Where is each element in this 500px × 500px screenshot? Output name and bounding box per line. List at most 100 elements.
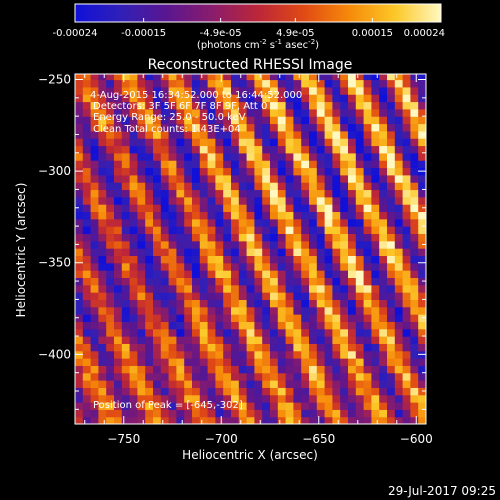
heatmap-cell bbox=[286, 299, 294, 307]
heatmap-cell bbox=[332, 182, 340, 190]
heatmap-cell bbox=[161, 343, 169, 351]
heatmap-cell bbox=[106, 233, 114, 241]
heatmap-cell bbox=[184, 233, 192, 241]
heatmap-cell bbox=[208, 226, 216, 234]
heatmap-cell bbox=[176, 277, 184, 285]
heatmap-cell bbox=[83, 101, 91, 109]
heatmap-cell bbox=[262, 138, 270, 146]
heatmap-cell bbox=[106, 189, 114, 197]
heatmap-cell bbox=[254, 270, 262, 278]
heatmap-cell bbox=[301, 241, 309, 249]
heatmap-cell bbox=[83, 358, 91, 366]
heatmap-cell bbox=[395, 277, 403, 285]
heatmap-cell bbox=[200, 72, 208, 80]
heatmap-cell bbox=[348, 387, 356, 395]
heatmap-cell bbox=[325, 175, 333, 183]
heatmap-cell bbox=[317, 204, 325, 212]
heatmap-cell bbox=[184, 189, 192, 197]
heatmap-cell bbox=[387, 270, 395, 278]
heatmap-cell bbox=[169, 204, 177, 212]
heatmap-cell bbox=[98, 299, 106, 307]
heatmap-cell bbox=[184, 219, 192, 227]
heatmap-cell bbox=[83, 145, 91, 153]
heatmap-cell bbox=[75, 299, 83, 307]
heatmap-cell bbox=[91, 248, 99, 256]
heatmap-cell bbox=[106, 153, 114, 161]
heatmap-cell bbox=[98, 329, 106, 337]
heatmap-cell bbox=[348, 263, 356, 271]
heatmap-cell bbox=[332, 219, 340, 227]
heatmap-cell bbox=[403, 175, 411, 183]
heatmap-cell bbox=[340, 365, 348, 373]
heatmap-cell bbox=[410, 299, 418, 307]
heatmap-cell bbox=[270, 189, 278, 197]
heatmap-cell bbox=[208, 270, 216, 278]
heatmap-cell bbox=[98, 175, 106, 183]
heatmap-cell bbox=[395, 417, 403, 425]
heatmap-cell bbox=[184, 351, 192, 359]
heatmap-cell bbox=[91, 226, 99, 234]
heatmap-cell bbox=[192, 80, 200, 88]
heatmap-cell bbox=[223, 373, 231, 381]
heatmap-cell bbox=[278, 255, 286, 263]
heatmap-cell bbox=[215, 307, 223, 315]
heatmap-cell bbox=[208, 351, 216, 359]
heatmap-cell bbox=[192, 138, 200, 146]
heatmap-cell bbox=[340, 241, 348, 249]
heatmap-cell bbox=[254, 138, 262, 146]
heatmap-cell bbox=[387, 72, 395, 80]
heatmap-cell bbox=[208, 343, 216, 351]
heatmap-cell bbox=[410, 307, 418, 315]
heatmap-cell bbox=[91, 182, 99, 190]
heatmap-cell bbox=[215, 226, 223, 234]
heatmap-cell bbox=[215, 211, 223, 219]
heatmap-cell bbox=[332, 329, 340, 337]
heatmap-cell bbox=[247, 336, 255, 344]
heatmap-cell bbox=[309, 395, 317, 403]
heatmap-cell bbox=[215, 80, 223, 88]
heatmap-cell bbox=[254, 336, 262, 344]
heatmap-cell bbox=[403, 189, 411, 197]
heatmap-cell bbox=[309, 299, 317, 307]
heatmap-cell bbox=[278, 233, 286, 241]
heatmap-cell bbox=[278, 336, 286, 344]
heatmap-cell bbox=[278, 270, 286, 278]
heatmap-cell bbox=[332, 307, 340, 315]
heatmap-cell bbox=[145, 285, 153, 293]
heatmap-cell bbox=[364, 219, 372, 227]
heatmap-cell bbox=[371, 277, 379, 285]
heatmap-cell bbox=[278, 402, 286, 410]
heatmap-cell bbox=[286, 402, 294, 410]
heatmap-cell bbox=[161, 307, 169, 315]
heatmap-cell bbox=[395, 263, 403, 271]
heatmap-cell bbox=[325, 365, 333, 373]
heatmap-cell bbox=[239, 189, 247, 197]
heatmap-cell bbox=[83, 321, 91, 329]
heatmap-cell bbox=[270, 72, 278, 80]
heatmap-cell bbox=[137, 373, 145, 381]
heatmap-cell bbox=[325, 153, 333, 161]
heatmap-cell bbox=[137, 145, 145, 153]
heatmap-cell bbox=[348, 80, 356, 88]
heatmap-cell bbox=[91, 219, 99, 227]
heatmap-cell bbox=[364, 248, 372, 256]
heatmap-cell bbox=[247, 387, 255, 395]
heatmap-cell bbox=[145, 343, 153, 351]
heatmap-cell bbox=[208, 248, 216, 256]
heatmap-cell bbox=[270, 329, 278, 337]
heatmap-cell bbox=[418, 116, 426, 124]
heatmap-cell bbox=[317, 160, 325, 168]
heatmap-cell bbox=[293, 80, 301, 88]
heatmap-cell bbox=[340, 336, 348, 344]
heatmap-cell bbox=[348, 409, 356, 417]
heatmap-cell bbox=[114, 307, 122, 315]
heatmap-cell bbox=[410, 233, 418, 241]
heatmap-cell bbox=[371, 138, 379, 146]
heatmap-cell bbox=[278, 138, 286, 146]
x-tick-label: −750 bbox=[107, 432, 140, 446]
heatmap-cell bbox=[231, 277, 239, 285]
heatmap-cell bbox=[192, 167, 200, 175]
heatmap-cell bbox=[83, 314, 91, 322]
heatmap-cell bbox=[98, 167, 106, 175]
heatmap-cell bbox=[83, 248, 91, 256]
